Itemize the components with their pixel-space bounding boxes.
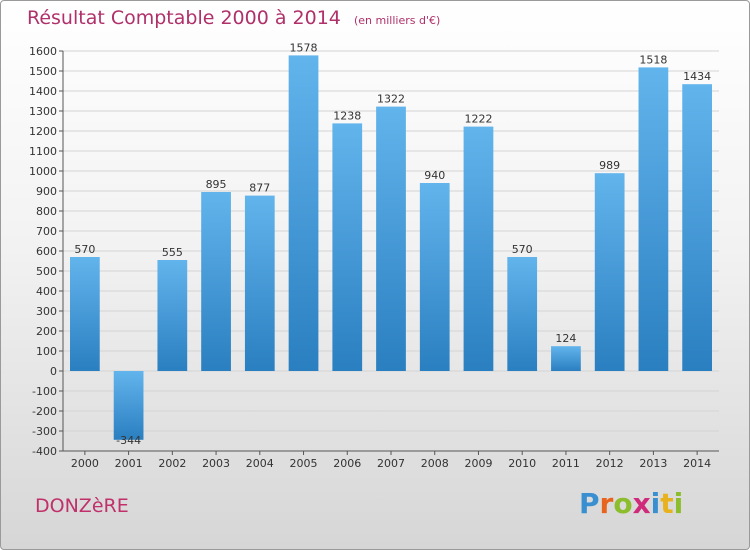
data-label-2013: 1518	[639, 53, 667, 66]
chart-title: Résultat Comptable 2000 à 2014	[27, 7, 341, 29]
y-tick-label: 1400	[29, 85, 57, 98]
bar-2000	[69, 257, 100, 371]
bar-2004	[244, 195, 275, 371]
x-tick-label: 2014	[683, 457, 711, 470]
y-tick-label: -100	[32, 385, 57, 398]
data-label-2010: 570	[512, 243, 533, 256]
bar-2001	[113, 371, 144, 440]
data-label-2012: 989	[599, 159, 620, 172]
y-tick-label: 1100	[29, 145, 57, 158]
bars	[69, 55, 713, 440]
y-tick-label: 1300	[29, 105, 57, 118]
x-tick-label: 2012	[596, 457, 624, 470]
x-tick-label: 2001	[115, 457, 143, 470]
data-label-2011: 124	[555, 332, 576, 345]
y-tick-label: 700	[36, 225, 57, 238]
x-tick-label: 2013	[639, 457, 667, 470]
bar-2010	[507, 257, 538, 371]
data-label-2000: 570	[74, 243, 95, 256]
x-tick-label: 2007	[377, 457, 405, 470]
bar-2002	[157, 260, 188, 371]
bar-2008	[419, 183, 450, 371]
bar-2003	[201, 192, 231, 371]
y-tick-label: 800	[36, 205, 57, 218]
y-tick-label: 900	[36, 185, 57, 198]
data-label-2001: -344	[116, 434, 141, 447]
y-tick-label: 1500	[29, 65, 57, 78]
y-tick-label: 1200	[29, 125, 57, 138]
logo-letter: P	[579, 487, 600, 520]
bar-2007	[376, 106, 406, 371]
x-tick-label: 2005	[290, 457, 318, 470]
x-tick-label: 2010	[508, 457, 536, 470]
bar-2006	[332, 123, 363, 372]
y-tick-label: -400	[32, 445, 57, 458]
bar-2013	[638, 67, 669, 372]
commune-name: DONZèRE	[35, 495, 129, 517]
y-tick-label: 0	[50, 365, 57, 378]
y-tick-label: 1000	[29, 165, 57, 178]
x-tick-label: 2006	[333, 457, 361, 470]
data-label-2009: 1222	[464, 113, 492, 126]
y-tick-label: 300	[36, 305, 57, 318]
y-tick-label: 200	[36, 325, 57, 338]
data-label-2003: 895	[206, 178, 227, 191]
data-label-2008: 940	[424, 169, 445, 182]
y-tick-label: 600	[36, 245, 57, 258]
y-tick-label: -200	[32, 405, 57, 418]
bar-2005	[288, 55, 319, 372]
y-tick-label: 100	[36, 345, 57, 358]
proxiti-logo: Proxiti	[579, 487, 683, 520]
x-tick-label: 2011	[552, 457, 580, 470]
axes: -400 -300 -200 -100 0 100 200 300 400 500 600 700 80…	[29, 45, 719, 470]
y-tick-label: 400	[36, 285, 57, 298]
data-label-2002: 555	[162, 246, 183, 259]
data-label-2006: 1238	[333, 109, 361, 122]
y-tick-label: 500	[36, 265, 57, 278]
x-tick-label: 2003	[202, 457, 230, 470]
logo-letter: x	[632, 487, 651, 520]
y-tick-label: -300	[32, 425, 57, 438]
data-label-2007: 1322	[377, 93, 405, 106]
data-labels: 570 -344 555 895 877 1578 1238 1322 940 1222 570 12…	[74, 41, 711, 446]
data-label-2004: 877	[249, 182, 270, 195]
x-tick-label: 2004	[246, 457, 274, 470]
y-tick-label: 1600	[29, 45, 57, 58]
title-row: Résultat Comptable 2000 à 2014 (en milli…	[27, 7, 440, 29]
data-label-2005: 1578	[290, 41, 318, 54]
logo-letter: i	[650, 487, 661, 520]
logo-letter: o	[613, 487, 633, 520]
x-tick-label: 2000	[71, 457, 99, 470]
logo-letter: r	[599, 487, 614, 520]
bar-2009	[463, 126, 494, 371]
logo-letter: i	[673, 487, 684, 520]
chart-subtitle: (en milliers d'€)	[353, 14, 441, 27]
x-tick-label: 2009	[464, 457, 492, 470]
x-tick-label: 2008	[421, 457, 449, 470]
bar-2012	[594, 173, 625, 371]
data-label-2014: 1434	[683, 70, 711, 83]
x-tick-label: 2002	[158, 457, 186, 470]
logo-letter: t	[660, 487, 674, 520]
bar-2011	[551, 346, 581, 371]
bar-2014	[682, 84, 713, 371]
